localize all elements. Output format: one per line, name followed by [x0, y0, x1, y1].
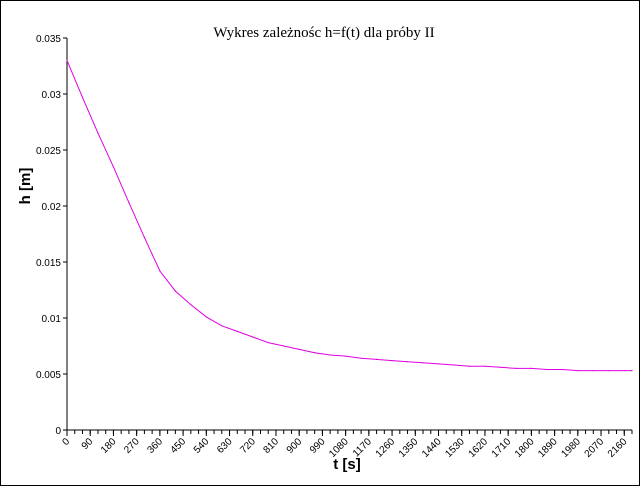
- y-axis-title: h [m]: [17, 168, 34, 205]
- x-tick-label: 1800: [513, 436, 537, 460]
- x-tick-label: 1440: [420, 436, 444, 460]
- data-point: [577, 370, 579, 372]
- data-point: [592, 370, 594, 372]
- data-point: [151, 253, 153, 255]
- y-tick-label: 0.01: [42, 314, 62, 325]
- data-point: [484, 365, 486, 367]
- y-tick-label: 0.03: [42, 90, 62, 101]
- y-tick-label: 0.025: [36, 146, 61, 157]
- data-point: [499, 366, 501, 368]
- data-point: [298, 348, 300, 350]
- y-tick-label: 0.035: [36, 34, 61, 45]
- data-point: [81, 96, 84, 98]
- x-tick-label: 360: [145, 436, 165, 456]
- x-tick-label: 990: [308, 436, 328, 456]
- data-point: [530, 367, 533, 369]
- x-tick-label: 540: [192, 436, 212, 456]
- data-point: [143, 236, 145, 238]
- x-tick-label: 1170: [351, 436, 374, 459]
- data-point: [174, 290, 176, 292]
- data-point: [437, 363, 440, 365]
- y-tick-label: 0: [55, 426, 61, 437]
- series-line: [66, 60, 632, 372]
- data-point: [515, 367, 517, 369]
- x-tick-label: 1530: [443, 436, 467, 460]
- data-point: [561, 368, 563, 371]
- data-point: [406, 361, 409, 363]
- data-point: [546, 368, 548, 371]
- data-point: [221, 325, 223, 327]
- data-point: [159, 270, 161, 272]
- x-tick-label: 630: [215, 436, 235, 456]
- data-point: [608, 370, 610, 372]
- x-tick-label: 2070: [583, 436, 607, 460]
- plot-area: [66, 59, 633, 372]
- x-tick-label: 1350: [397, 436, 421, 460]
- data-point: [468, 365, 471, 367]
- x-tick-label: 1260: [374, 436, 398, 460]
- x-tick-label: 1620: [467, 436, 491, 460]
- x-tick-label: 180: [99, 436, 119, 456]
- data-point: [252, 336, 254, 338]
- y-tick-label: 0.015: [36, 258, 61, 269]
- y-tick-label: 0.02: [42, 202, 62, 213]
- data-point: [453, 364, 455, 366]
- data-point: [267, 342, 269, 344]
- data-point: [345, 355, 347, 357]
- data-point: [376, 358, 378, 360]
- x-tick-label: 810: [262, 436, 282, 456]
- x-tick-label: 270: [122, 436, 142, 456]
- data-point: [97, 132, 99, 134]
- data-point: [128, 202, 130, 204]
- x-tick-label: 450: [169, 436, 189, 456]
- x-tick-label: 2160: [606, 436, 630, 460]
- x-tick-label: 900: [285, 436, 305, 456]
- data-point: [66, 59, 68, 62]
- x-tick-label: 0: [60, 436, 72, 448]
- x-tick-label: 1890: [536, 436, 560, 460]
- x-tick-label: 90: [80, 436, 96, 452]
- data-point: [205, 316, 207, 318]
- x-axis-title: t [s]: [333, 456, 361, 473]
- data-point: [391, 360, 393, 362]
- data-point: [314, 352, 316, 354]
- chart-title: Wykres zależnośc h=f(t) dla próby II: [213, 25, 434, 41]
- data-point: [190, 304, 192, 306]
- data-point: [631, 370, 633, 372]
- data-point: [623, 370, 625, 372]
- data-point: [360, 357, 362, 359]
- x-tick-label: 720: [238, 436, 258, 456]
- data-point: [329, 354, 331, 356]
- x-tick-label: 1980: [559, 436, 583, 460]
- y-tick-label: 0.005: [36, 370, 61, 381]
- data-point: [283, 345, 285, 347]
- data-point: [112, 166, 114, 168]
- data-point: [236, 330, 238, 332]
- data-point: [422, 362, 424, 364]
- x-tick-label: 1710: [490, 436, 514, 460]
